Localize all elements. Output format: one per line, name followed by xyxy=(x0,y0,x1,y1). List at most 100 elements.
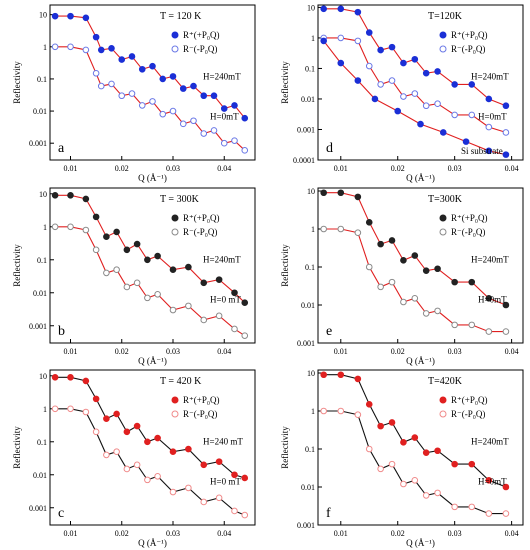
data-point xyxy=(422,492,430,499)
data-point xyxy=(337,59,345,67)
data-point xyxy=(485,95,493,103)
data-point xyxy=(451,111,458,119)
data-point xyxy=(320,407,327,415)
data-point xyxy=(51,223,59,231)
legend-plus: R⁺(+P₀Q) xyxy=(183,30,219,40)
data-point xyxy=(138,102,146,109)
data-point xyxy=(123,246,131,254)
data-point xyxy=(67,223,74,231)
legend-marker-minus xyxy=(439,45,447,53)
panel-letter: b xyxy=(58,324,65,339)
data-point xyxy=(108,80,115,88)
data-point xyxy=(388,460,396,468)
data-point xyxy=(67,43,74,51)
data-point xyxy=(200,92,208,100)
temperature-label: T = 420 K xyxy=(160,376,202,387)
data-point xyxy=(417,120,424,128)
data-point xyxy=(103,451,110,459)
data-point xyxy=(220,139,228,147)
plot-frame xyxy=(317,369,524,526)
y-tick-label: 1 xyxy=(311,225,315,234)
panel-b: 0.01 0.02 0.03 0.04 10 1 0.1 0.01 0.001 Q (Å⁻¹) Re… xyxy=(12,187,256,366)
y-tick-label: 10 xyxy=(39,372,47,381)
field-label-0: H=0 mT xyxy=(210,477,241,487)
data-point xyxy=(502,510,510,517)
data-point xyxy=(144,438,151,446)
y-tick-label: 1 xyxy=(43,405,47,414)
data-point xyxy=(169,488,177,496)
y-tick-label: 10 xyxy=(39,190,47,199)
y-axis-label: Reflectivity xyxy=(12,61,22,104)
data-point xyxy=(51,405,59,413)
data-point xyxy=(411,55,419,63)
data-point xyxy=(154,434,161,442)
data-point xyxy=(394,107,402,115)
legend-marker-minus xyxy=(171,410,179,418)
data-point xyxy=(103,233,110,241)
data-point xyxy=(113,228,120,236)
data-point xyxy=(154,290,161,298)
legend-minus: R⁻(-P₀Q) xyxy=(451,227,485,237)
data-point xyxy=(241,332,249,339)
y-tick-label: 0.0001 xyxy=(293,156,315,165)
data-point xyxy=(179,120,187,128)
data-point xyxy=(133,240,141,248)
data-point xyxy=(144,294,151,302)
x-axis-label: Q (Å⁻¹) xyxy=(138,173,167,183)
legend-marker-plus xyxy=(439,214,447,222)
data-point xyxy=(400,298,407,306)
x-tick-label: 0.04 xyxy=(217,347,231,356)
y-tick-label: 1 xyxy=(43,43,47,52)
legend-plus: R⁺(+P₀Q) xyxy=(451,395,487,405)
data-point xyxy=(118,56,126,63)
data-point xyxy=(169,107,177,115)
x-tick-label: 0.03 xyxy=(166,164,180,173)
y-tick-label: 0.1 xyxy=(37,438,47,447)
data-point xyxy=(400,257,407,264)
data-point xyxy=(422,102,430,110)
data-point xyxy=(108,44,115,52)
data-point xyxy=(144,256,151,264)
y-tick-label: 0.1 xyxy=(37,75,47,84)
x-axis-label: Q (Å⁻¹) xyxy=(138,538,167,548)
data-point xyxy=(365,62,373,70)
temperature-label: T=120K xyxy=(428,11,463,22)
data-point xyxy=(113,266,120,274)
y-tick-label: 0.01 xyxy=(301,95,315,104)
x-axis-label: Q (Å⁻¹) xyxy=(406,356,435,366)
data-point xyxy=(241,299,249,306)
x-tick-label: 0.01 xyxy=(334,347,348,356)
panel-f: 0.01 0.02 0.03 0.04 10 1 0.1 0.01 0.001 Q (Å⁻¹) Re… xyxy=(280,369,524,548)
legend-plus: R⁺(+P₀Q) xyxy=(183,213,219,223)
data-point xyxy=(468,111,476,119)
data-point xyxy=(502,328,510,335)
legend-minus: R⁻(-P₀Q) xyxy=(183,44,217,54)
y-tick-label: 0.01 xyxy=(33,107,47,116)
x-tick-label: 0.02 xyxy=(115,347,129,356)
data-point xyxy=(97,46,105,54)
y-tick-label: 0.1 xyxy=(305,263,315,272)
data-point xyxy=(365,219,373,226)
y-tick-label: 1 xyxy=(311,34,315,43)
data-point xyxy=(92,395,100,403)
data-point xyxy=(210,127,218,134)
field-label-0: H=0 mT xyxy=(210,295,241,305)
data-point xyxy=(400,59,407,67)
data-point xyxy=(123,283,131,291)
data-point xyxy=(377,240,384,248)
data-point xyxy=(337,34,345,42)
legend-marker-plus xyxy=(171,214,179,222)
data-point xyxy=(377,283,384,291)
data-point xyxy=(462,138,470,145)
data-point xyxy=(371,95,379,103)
data-point xyxy=(51,12,59,20)
x-tick-label: 0.02 xyxy=(391,347,405,356)
legend-marker-plus xyxy=(171,31,179,39)
data-point xyxy=(82,408,90,416)
data-point xyxy=(434,489,441,497)
y-tick-label: 0.001 xyxy=(29,322,47,331)
x-tick-label: 0.01 xyxy=(334,164,348,173)
temperature-label: T = 300K xyxy=(160,194,200,205)
x-tick-label: 0.01 xyxy=(64,347,78,356)
field-label-240: H=240mT xyxy=(471,71,509,81)
